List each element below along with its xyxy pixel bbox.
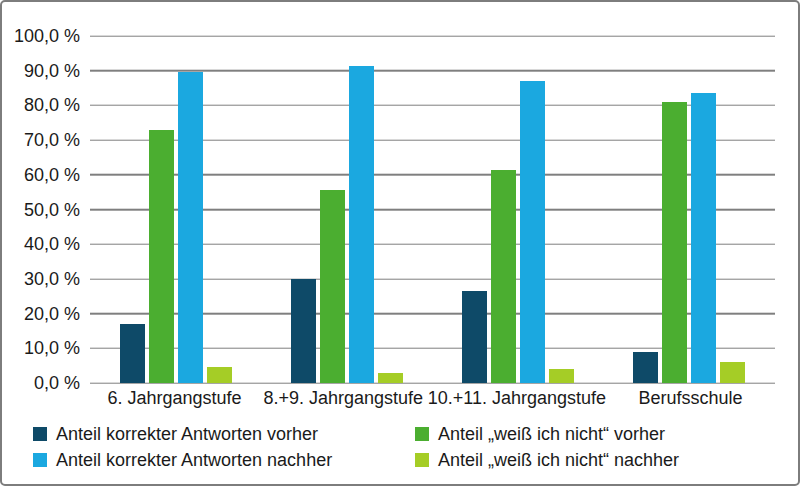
- y-tick-label: 100,0 %: [14, 27, 80, 45]
- legend-item-dontknow-before: Anteil „weiß ich nicht“ vorher: [415, 425, 788, 443]
- bar-dontknow-after: [549, 369, 574, 383]
- bar-correct-before: [120, 324, 145, 383]
- bar-group-6-jahrgangstufe: [90, 36, 261, 383]
- legend-item-correct-before: Anteil korrekter Antworten vorher: [33, 425, 415, 443]
- legend-label: Anteil korrekter Antworten nachher: [56, 451, 332, 469]
- legend-label: Anteil „weiß ich nicht“ nachher: [438, 451, 679, 469]
- bar-correct-before: [633, 352, 658, 383]
- legend-item-correct-after: Anteil korrekter Antworten nachher: [33, 451, 415, 469]
- y-tick-label: 40,0 %: [24, 235, 80, 253]
- bar-correct-before: [291, 279, 316, 383]
- y-tick-label: 50,0 %: [24, 201, 80, 219]
- legend-swatch-dontknow-after: [415, 453, 429, 467]
- bar-dontknow-after: [720, 362, 745, 383]
- legend-label: Anteil korrekter Antworten vorher: [56, 425, 318, 443]
- plot-area: [90, 36, 775, 383]
- x-axis: 6. Jahrgangstufe 8.+9. Jahrgangstufe 10.…: [90, 386, 775, 410]
- bar-correct-after: [520, 81, 545, 383]
- y-tick-label: 80,0 %: [24, 96, 80, 114]
- bar-correct-after: [349, 66, 374, 384]
- bar-correct-after: [691, 93, 716, 383]
- bar-group-berufsschule: [604, 36, 775, 383]
- bars-layer: [90, 36, 775, 383]
- legend-label: Anteil „weiß ich nicht“ vorher: [438, 425, 665, 443]
- x-axis-label: 8.+9. Jahrgangstufe: [259, 386, 428, 410]
- bar-group-8-9-jahrgangstufe: [261, 36, 432, 383]
- bar-dontknow-before: [149, 130, 174, 383]
- bar-dontknow-before: [320, 190, 345, 383]
- chart-frame: 100,0 % 90,0 % 80,0 % 70,0 % 60,0 % 50,0…: [0, 0, 800, 486]
- y-tick-label: 30,0 %: [24, 270, 80, 288]
- x-axis-label: 10.+11. Jahrgangstufe: [428, 386, 606, 410]
- y-tick-label: 90,0 %: [24, 62, 80, 80]
- legend-swatch-correct-before: [33, 427, 47, 441]
- bar-dontknow-after: [378, 373, 403, 383]
- bar-dontknow-before: [491, 170, 516, 383]
- bar-correct-after: [178, 72, 203, 383]
- y-axis: 100,0 % 90,0 % 80,0 % 70,0 % 60,0 % 50,0…: [2, 36, 80, 383]
- y-tick-label: 10,0 %: [24, 339, 80, 357]
- y-tick-label: 0,0 %: [34, 374, 80, 392]
- legend: Anteil korrekter Antworten vorher Anteil…: [33, 421, 788, 473]
- legend-swatch-dontknow-before: [415, 427, 429, 441]
- y-tick-label: 20,0 %: [24, 305, 80, 323]
- legend-item-dontknow-after: Anteil „weiß ich nicht“ nachher: [415, 451, 788, 469]
- bar-correct-before: [462, 291, 487, 383]
- bar-group-10-11-jahrgangstufe: [433, 36, 604, 383]
- bar-dontknow-after: [207, 367, 232, 383]
- x-axis-label: 6. Jahrgangstufe: [90, 386, 259, 410]
- y-tick-label: 70,0 %: [24, 131, 80, 149]
- x-axis-label: Berufsschule: [606, 386, 775, 410]
- legend-swatch-correct-after: [33, 453, 47, 467]
- y-tick-label: 60,0 %: [24, 166, 80, 184]
- bar-dontknow-before: [662, 102, 687, 383]
